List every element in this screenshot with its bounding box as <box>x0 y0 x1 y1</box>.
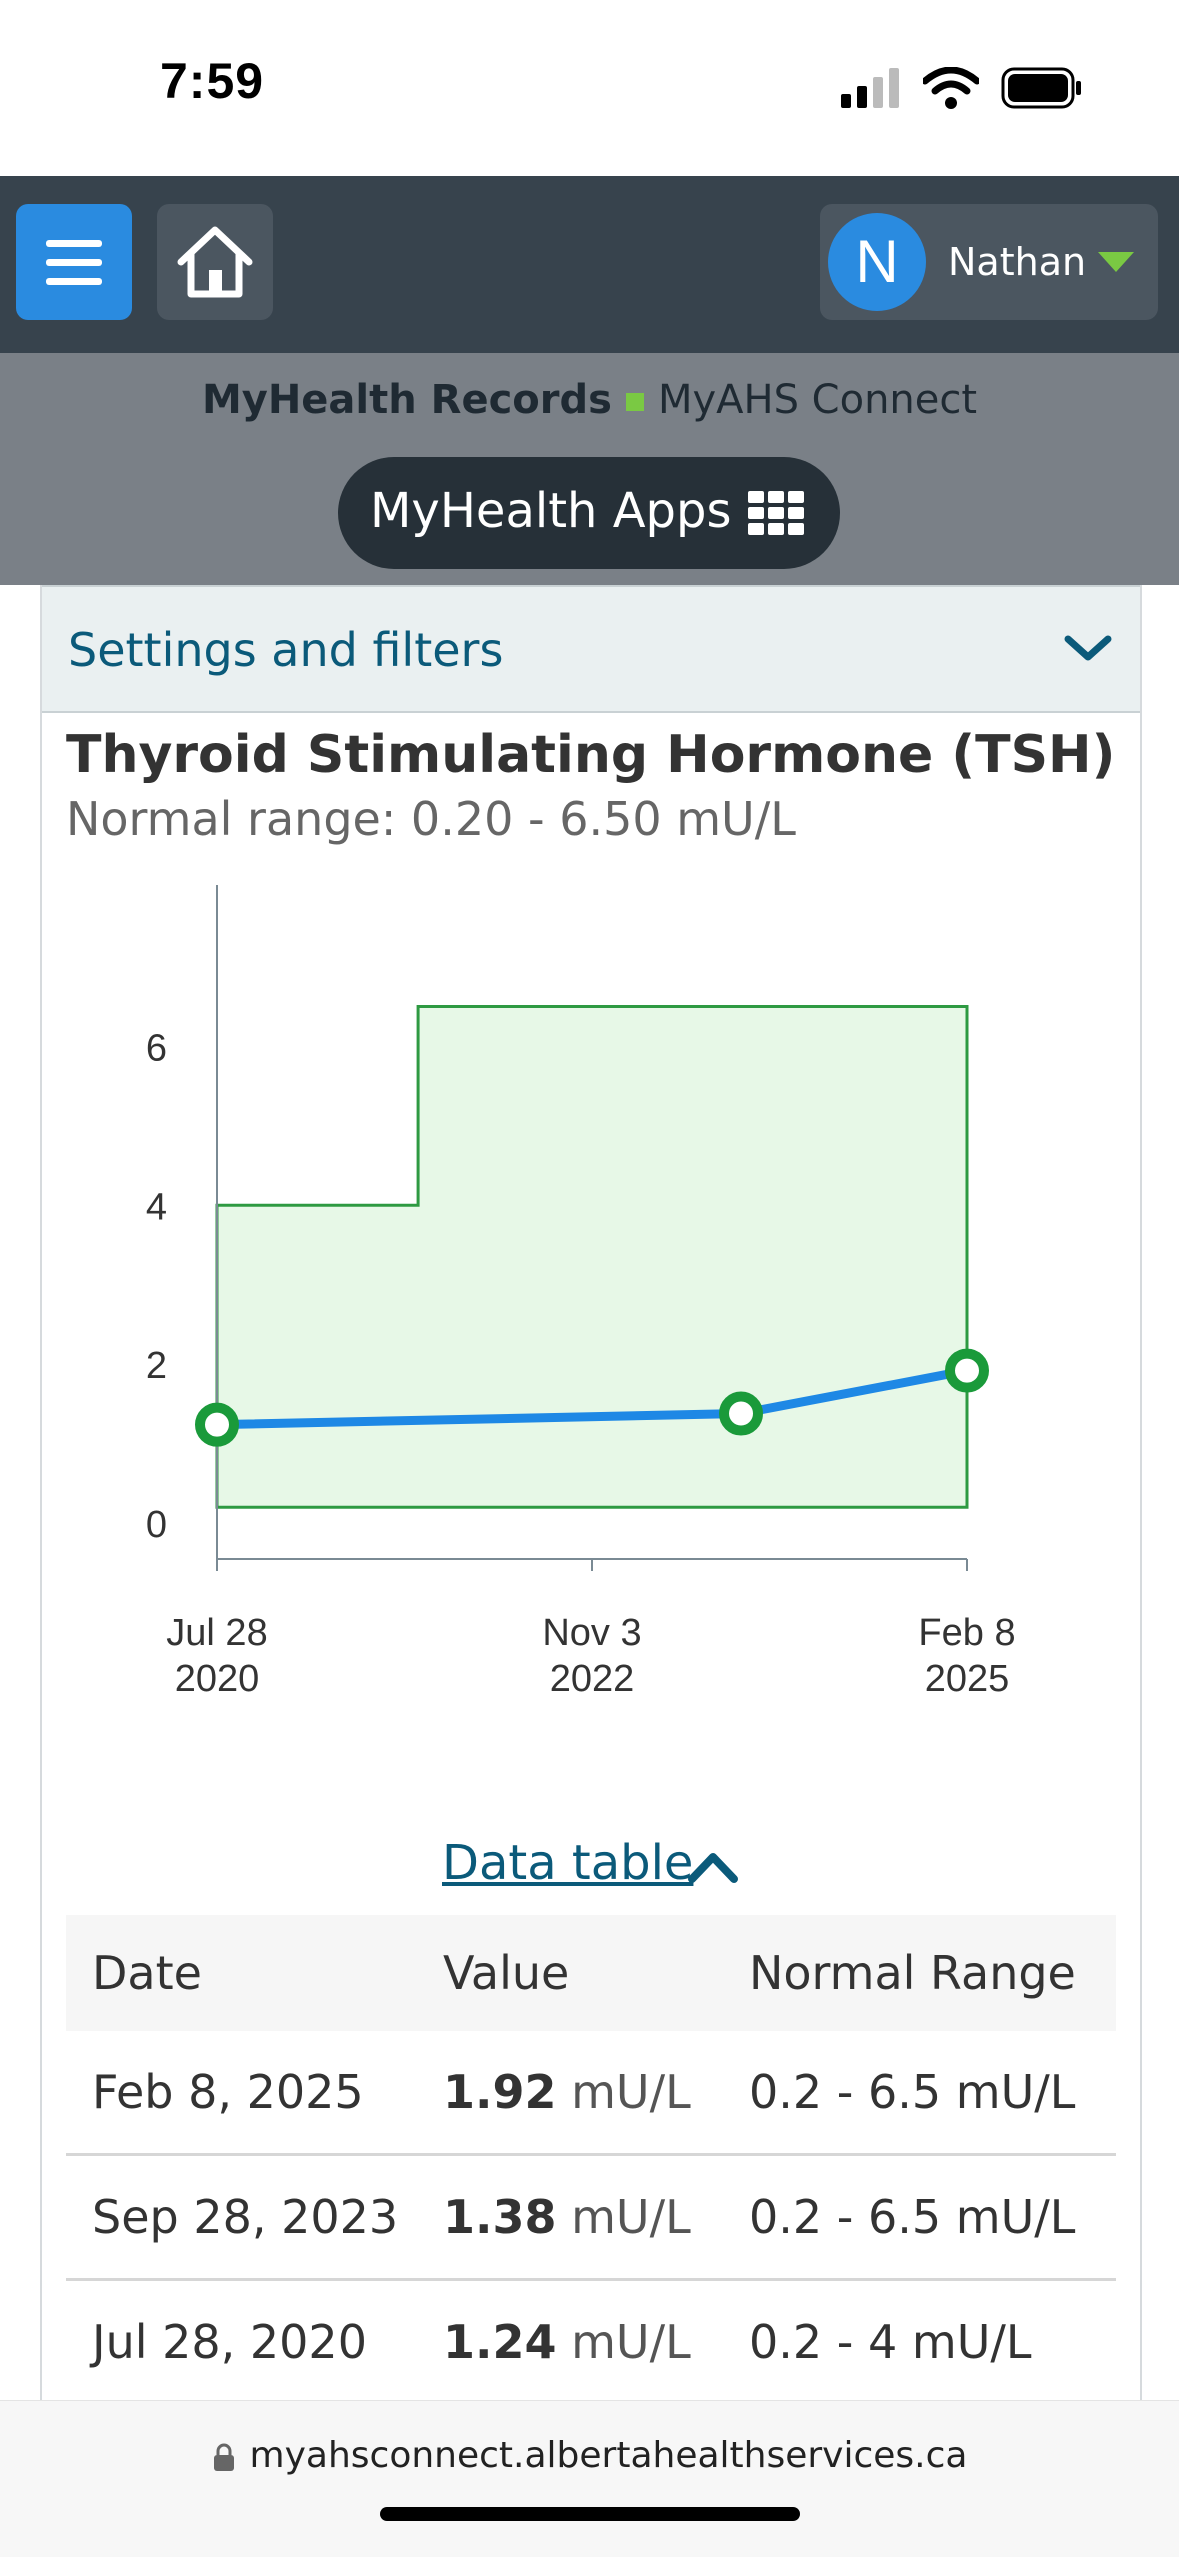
lock-icon <box>213 2443 234 2471</box>
row-value: 1.38 mU/L <box>417 2154 723 2281</box>
status-bar: 7:59 <box>0 0 1179 176</box>
column-header-normal-range: Normal Range <box>723 1915 1116 2031</box>
settings-label: Settings and filters <box>68 623 504 677</box>
myhealth-apps-label: MyHealth Apps <box>370 483 732 539</box>
x-tick-label: 2022 <box>550 1658 635 1700</box>
url-text: myahsconnect.albertahealthservices.ca <box>249 2435 968 2476</box>
value-number: 1.38 <box>443 2190 557 2244</box>
data-point <box>195 1402 239 1447</box>
menu-button[interactable] <box>16 204 132 320</box>
x-tick-label: Feb 8 <box>918 1612 1015 1654</box>
value-unit: mU/L <box>571 2315 691 2369</box>
myhealth-apps-button[interactable]: MyHealth Apps <box>338 457 840 569</box>
value-number: 1.92 <box>443 2065 557 2119</box>
row-date: Sep 28, 2023 <box>66 2154 417 2281</box>
value-unit: mU/L <box>571 2065 691 2119</box>
column-header-date: Date <box>66 1915 417 2031</box>
x-tick-label: 2025 <box>925 1658 1010 1700</box>
data-point <box>945 1348 989 1393</box>
status-icons <box>841 64 1083 112</box>
value-number: 1.24 <box>443 2315 557 2369</box>
battery-icon <box>1001 67 1081 109</box>
value-unit: mU/L <box>571 2190 691 2244</box>
home-icon <box>177 226 253 298</box>
apps-grid-icon <box>748 491 804 535</box>
column-header-value: Value <box>417 1915 723 2031</box>
user-name: Nathan <box>948 240 1087 284</box>
avatar: N <box>828 213 926 311</box>
row-date: Jul 28, 2020 <box>66 2279 417 2406</box>
data-table-toggle[interactable]: Data table <box>442 1835 694 1891</box>
y-tick-label: 6 <box>146 1027 167 1069</box>
normal-range-text: Normal range: 0.20 - 6.50 mU/L <box>66 792 796 846</box>
normal-range-band <box>215 1005 969 1509</box>
myahs-connect-link[interactable]: MyAHS Connect <box>657 377 978 423</box>
url-display[interactable]: myahsconnect.albertahealthservices.ca <box>0 2435 1179 2476</box>
row-range: 0.2 - 4 mU/L <box>723 2279 1116 2406</box>
table-row: Feb 8, 2025 1.92 mU/L 0.2 - 6.5 mU/L <box>66 2031 1116 2156</box>
row-date: Feb 8, 2025 <box>66 2031 417 2156</box>
row-range: 0.2 - 6.5 mU/L <box>723 2031 1116 2156</box>
status-time: 7:59 <box>160 53 265 109</box>
user-menu-button[interactable]: N Nathan <box>820 204 1158 320</box>
y-tick-label: 0 <box>146 1504 167 1546</box>
y-tick-label: 4 <box>146 1186 167 1228</box>
caret-down-icon <box>1098 252 1134 272</box>
x-tick-label: 2020 <box>175 1658 260 1700</box>
x-tick-label: Jul 28 <box>166 1612 267 1654</box>
row-value: 1.92 mU/L <box>417 2031 723 2156</box>
sub-nav: MyHealth Records MyAHS Connect MyHealth A… <box>0 353 1179 585</box>
chevron-up-icon[interactable] <box>688 1847 738 1887</box>
row-value: 1.24 mU/L <box>417 2279 723 2406</box>
myhealth-records-link[interactable]: MyHealth Records <box>201 377 612 423</box>
home-button[interactable] <box>157 204 273 320</box>
row-range: 0.2 - 6.5 mU/L <box>723 2154 1116 2281</box>
cellular-signal-icon <box>841 68 899 108</box>
wifi-icon <box>923 67 979 109</box>
test-title: Thyroid Stimulating Hormone (TSH) <box>66 725 1116 785</box>
separator-square-icon <box>625 393 644 411</box>
breadcrumb: MyHealth Records MyAHS Connect <box>0 377 1179 423</box>
table-header-row: Date Value Normal Range <box>66 1915 1116 2031</box>
table-row: Sep 28, 2023 1.38 mU/L 0.2 - 6.5 mU/L <box>66 2154 1116 2281</box>
data-point <box>719 1391 764 1436</box>
home-indicator <box>380 2507 800 2521</box>
results-card: Settings and filters Thyroid Stimulating… <box>40 585 1142 2485</box>
top-nav: N Nathan <box>0 176 1179 353</box>
y-tick-label: 2 <box>146 1345 167 1387</box>
data-table: Date Value Normal Range Feb 8, 2025 1.92… <box>66 1915 1116 2406</box>
table-row: Jul 28, 2020 1.24 mU/L 0.2 - 4 mU/L <box>66 2279 1116 2406</box>
x-tick-label: Nov 3 <box>542 1612 641 1654</box>
browser-url-bar[interactable]: myahsconnect.albertahealthservices.ca <box>0 2400 1179 2557</box>
chevron-down-icon <box>1064 635 1112 661</box>
settings-and-filters-toggle[interactable]: Settings and filters <box>42 585 1140 713</box>
